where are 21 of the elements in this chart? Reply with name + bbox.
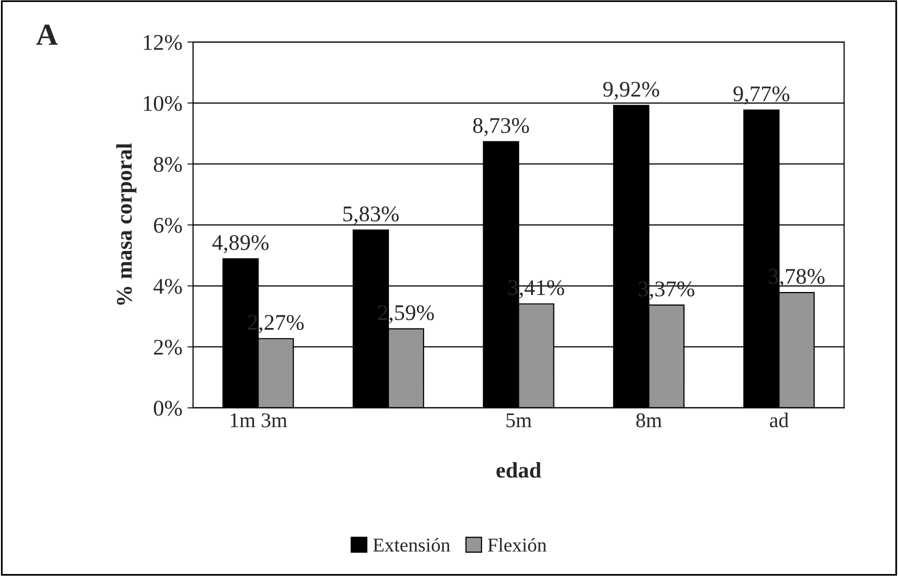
y-tick-label: 12% [144,34,182,50]
text: A [36,24,58,45]
y-tick-label: 4% [153,278,182,294]
y-axis-title: % masa corporal [116,143,136,305]
data-label: 9,92% [603,82,660,100]
data-label: 8,73% [473,118,529,136]
x-tick-label: 1m 3m [230,413,288,428]
legend-label: Extensión [373,538,450,552]
data-label: 5,83% [343,206,399,225]
y-tick-label: 8% [154,156,182,172]
y-tick-label: 10% [144,96,182,112]
x-tick-label: ad [770,412,789,428]
y-tick-label: 2% [154,340,182,355]
x-tick-label: 5m [506,413,532,428]
data-label: 9,77% [733,86,790,105]
y-tick-label: 0% [154,400,182,416]
x-axis-title: edad [496,462,542,478]
data-label: 4,89% [212,235,269,254]
x-tick-label: 8m [636,413,662,428]
y-tick-label: 6% [154,218,182,233]
legend-label: Flexión [488,538,546,552]
